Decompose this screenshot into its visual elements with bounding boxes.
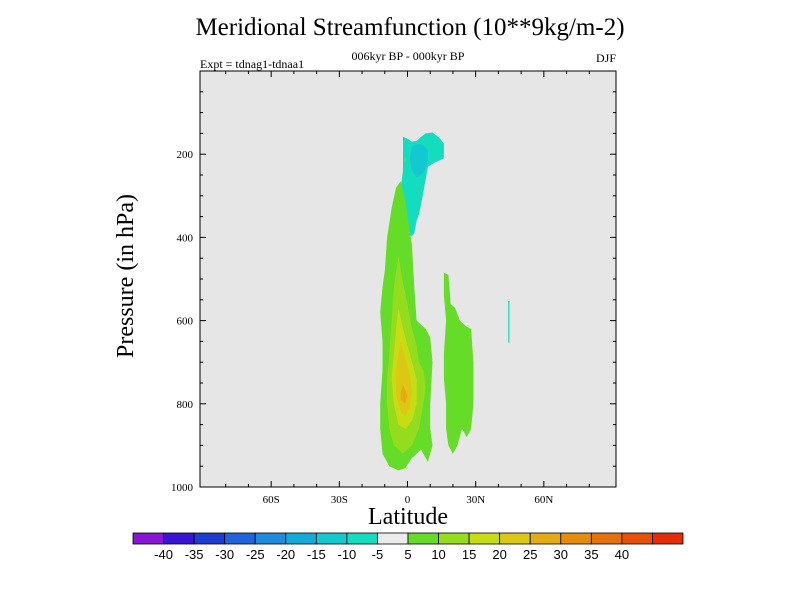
colorbar-swatch: [438, 532, 470, 545]
colorbar-swatch: [560, 532, 592, 545]
colorbar-label: -5: [372, 547, 384, 562]
colorbar-label: -10: [337, 547, 356, 562]
y-axis-label: Pressure (in hPa): [113, 194, 139, 358]
contour-region-lower-positive-20: [396, 341, 412, 417]
colorbar-swatch: [193, 532, 226, 545]
season-label: DJF: [595, 51, 616, 65]
colorbar-label: 30: [554, 547, 568, 562]
y-tick-label: 800: [177, 399, 194, 411]
contour-region-upper-negative-cell: [398, 132, 444, 236]
colorbar-swatch: [590, 532, 623, 545]
experiment-label: Expt = tdnag1-tdnaa1: [200, 57, 305, 71]
colorbar: -40 -35 -30 -25 -20 -15 -10 -5 5 10 15 20 25 30 35 40: [132, 532, 684, 562]
contour-region-lower-positive-25: [400, 385, 408, 404]
colorbar-label: -15: [307, 547, 326, 562]
colorbar-label: 15: [462, 547, 476, 562]
contour-region-small-positive-strip: [404, 157, 407, 161]
x-tick-label: 30S: [331, 494, 348, 506]
y-tick-label: 600: [177, 316, 194, 328]
colorbar-swatch: [132, 532, 164, 545]
axes: 200 400 600 800 1000 60S 30S 0 30N 60N: [171, 70, 617, 506]
colorbar-swatch: [621, 532, 653, 545]
x-tick-label: 0: [405, 494, 411, 506]
colorbar-swatch: [652, 532, 684, 545]
x-tick-label: 60N: [534, 494, 553, 506]
plot-area: [200, 71, 616, 487]
contour-region-secondary-positive-cell: [443, 272, 474, 454]
x-axis-label: Latitude: [368, 504, 448, 530]
contour-region-upper-negative-core: [409, 143, 428, 178]
colorbar-label: -25: [246, 547, 265, 562]
colorbar-label: 40: [615, 547, 629, 562]
colorbar-label: -30: [215, 547, 234, 562]
colorbar-label: -20: [276, 547, 295, 562]
colorbar-label: 5: [404, 547, 411, 562]
colorbar-swatch: [407, 532, 439, 545]
colorbar-swatch: [529, 532, 562, 545]
colorbar-swatch: [468, 532, 501, 545]
colorbar-swatch: [499, 532, 531, 545]
colorbar-swatch: [377, 532, 409, 545]
contour-region-high-latitude-negative-strip: [508, 301, 510, 343]
colorbar-label: 20: [492, 547, 506, 562]
chart-title: Meridional Streamfunction (10**9kg/m-2): [195, 14, 625, 41]
colorbar-label: -40: [154, 547, 173, 562]
colorbar-label: 10: [431, 547, 445, 562]
colorbar-swatch: [315, 532, 348, 545]
colorbar-label: 25: [523, 547, 537, 562]
colorbar-swatch: [163, 532, 195, 545]
y-tick-label: 400: [177, 232, 194, 244]
chart-subtitle: 006kyr BP - 000kyr BP: [351, 49, 465, 63]
x-tick-label: 60S: [263, 494, 280, 506]
y-tick-label: 200: [177, 149, 194, 161]
colorbar-label: -35: [185, 547, 204, 562]
colorbar-swatch: [224, 532, 256, 545]
colorbar-label: 35: [584, 547, 598, 562]
y-tick-label: 1000: [171, 482, 194, 494]
colorbar-swatch: [346, 532, 378, 545]
colorbar-swatch: [285, 532, 317, 545]
x-tick-label: 30N: [466, 494, 485, 506]
colorbar-swatch: [254, 532, 287, 545]
